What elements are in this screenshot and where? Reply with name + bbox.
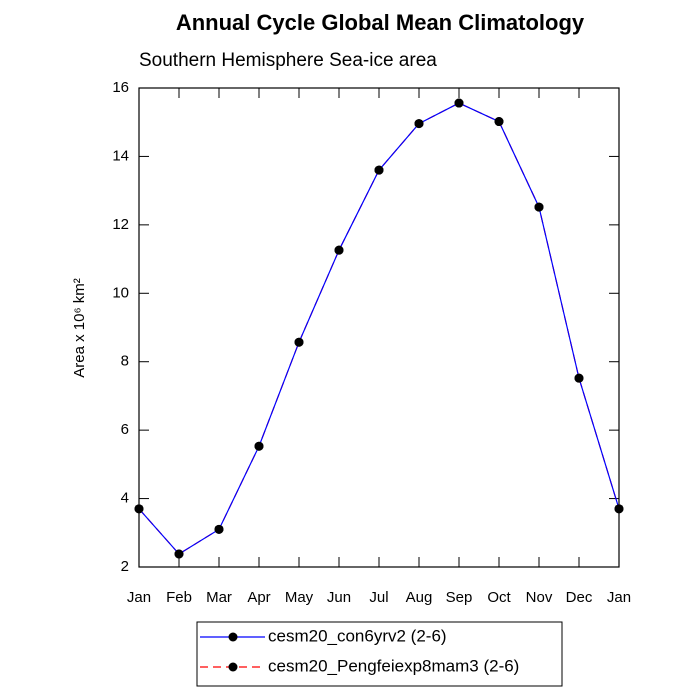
data-point	[374, 165, 384, 175]
chart-title: Annual Cycle Global Mean Climatology	[176, 10, 585, 35]
x-tick-label: Jul	[369, 589, 388, 606]
x-tick-label: Apr	[247, 589, 270, 606]
x-tick-label: Jan	[607, 589, 631, 606]
x-tick-label: May	[285, 589, 314, 606]
x-tick-label: Mar	[206, 589, 232, 606]
data-point	[414, 119, 424, 129]
data-point	[574, 373, 584, 383]
y-tick-label: 4	[121, 490, 129, 507]
y-tick-label: 6	[121, 421, 129, 438]
x-tick-label: Jan	[127, 589, 151, 606]
data-point	[534, 202, 544, 212]
data-point	[214, 524, 224, 534]
x-tick-label: Oct	[487, 589, 511, 606]
data-point	[454, 98, 464, 108]
y-tick-label: 10	[112, 284, 129, 301]
data-point	[334, 245, 344, 255]
legend-label: cesm20_Pengfeiexp8mam3 (2-6)	[268, 656, 519, 675]
y-axis-label: Area x 10⁶ km²	[71, 278, 88, 378]
y-tick-label: 8	[121, 353, 129, 370]
legend-marker	[228, 662, 238, 672]
plot-frame	[138, 87, 620, 568]
x-tick-label: Aug	[406, 589, 433, 606]
data-point	[614, 504, 624, 514]
legend-box	[196, 621, 563, 687]
legend-label: cesm20_con6yrv2 (2-6)	[268, 626, 447, 645]
x-tick-label: Nov	[526, 589, 553, 606]
chart-subtitle: Southern Hemisphere Sea-ice area	[139, 50, 437, 71]
x-tick-label: Feb	[166, 589, 192, 606]
x-tick-label: Dec	[566, 589, 593, 606]
y-tick-label: 14	[112, 147, 129, 164]
data-point	[494, 117, 504, 127]
y-tick-label: 12	[112, 216, 129, 233]
data-point	[294, 337, 304, 347]
x-tick-label: Sep	[446, 589, 473, 606]
x-tick-label: Jun	[327, 589, 351, 606]
data-point	[134, 504, 144, 514]
y-tick-label: 16	[112, 79, 129, 96]
data-point	[174, 549, 184, 559]
data-point	[254, 441, 264, 451]
legend-marker	[228, 632, 238, 642]
y-tick-label: 2	[121, 558, 129, 575]
